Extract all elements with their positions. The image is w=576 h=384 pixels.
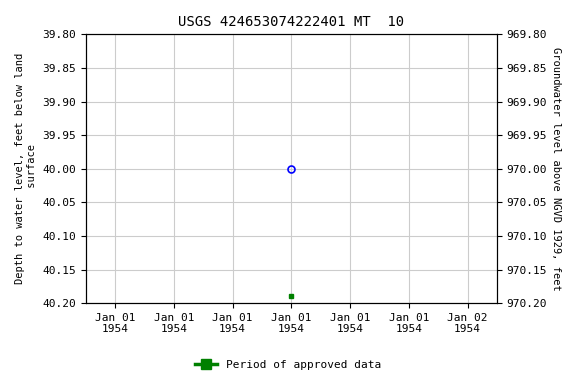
- Legend: Period of approved data: Period of approved data: [191, 356, 385, 375]
- Y-axis label: Groundwater level above NGVD 1929, feet: Groundwater level above NGVD 1929, feet: [551, 47, 561, 291]
- Title: USGS 424653074222401 MT  10: USGS 424653074222401 MT 10: [178, 15, 404, 29]
- Y-axis label: Depth to water level, feet below land
 surface: Depth to water level, feet below land su…: [15, 53, 37, 284]
